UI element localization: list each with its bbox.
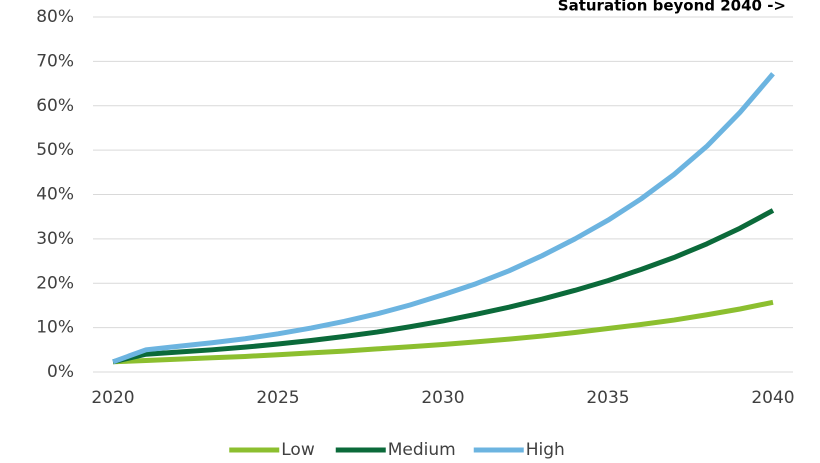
series-line xyxy=(112,72,775,365)
y-tick-label: 70% xyxy=(36,51,74,71)
y-tick-label: 80% xyxy=(36,7,74,27)
annotation: Saturation beyond 2040 -> xyxy=(558,0,786,15)
series-line xyxy=(112,208,775,365)
legend-label: Medium xyxy=(388,440,456,460)
y-tick-label: 40% xyxy=(36,185,74,205)
x-tick-label: 2040 xyxy=(751,388,794,408)
y-tick-label: 10% xyxy=(36,318,74,338)
x-tick-label: 2025 xyxy=(256,388,299,408)
x-tick-label: 2030 xyxy=(421,388,464,408)
legend-label: High xyxy=(526,440,565,460)
legend-label: Low xyxy=(281,440,315,460)
series-line xyxy=(112,299,774,365)
x-tick-label: 2020 xyxy=(91,388,134,408)
y-tick-label: 0% xyxy=(47,362,74,382)
x-tick-label: 2035 xyxy=(586,388,629,408)
y-tick-label: 30% xyxy=(36,229,74,249)
y-tick-label: 60% xyxy=(36,96,74,116)
y-tick-label: 20% xyxy=(36,273,74,293)
y-tick-label: 50% xyxy=(36,140,74,160)
